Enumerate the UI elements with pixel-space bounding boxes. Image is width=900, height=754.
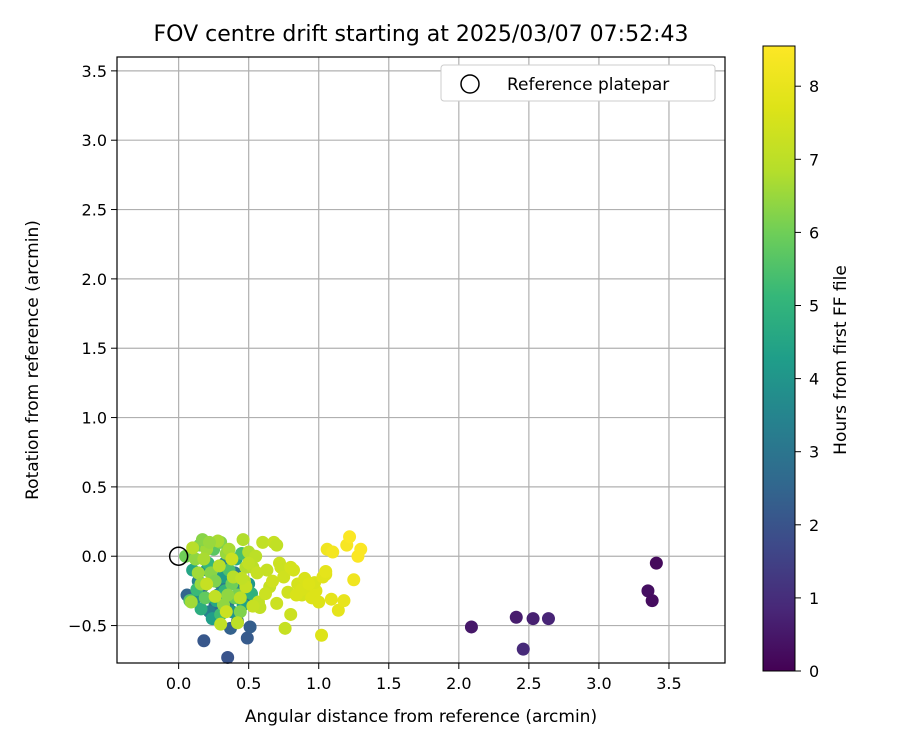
scatter-point: [641, 584, 655, 598]
colorbar-tick-label: 0: [809, 662, 819, 681]
x-tick-label: 3.0: [586, 674, 611, 693]
scatter-point: [270, 538, 284, 552]
scatter-point: [194, 602, 208, 616]
scatter-point: [278, 621, 292, 635]
scatter-point: [326, 545, 340, 559]
colorbar-tick-label: 3: [809, 443, 819, 462]
scatter-point: [312, 595, 326, 609]
scatter-point: [250, 566, 264, 580]
scatter-point: [212, 559, 226, 573]
scatter-point: [284, 607, 298, 621]
scatter-point: [260, 563, 274, 577]
axis-ticks: 0.0 0.5 1.0 1.5 2.0 2.5 3.0 3.5 −0.5 0.0 0.5 1.0 1.5…: [68, 62, 682, 693]
y-tick-label: 2.0: [82, 270, 107, 289]
scatter-point: [337, 594, 351, 608]
y-tick-label: 3.0: [82, 131, 107, 150]
legend-label: Reference platepar: [507, 75, 669, 95]
scatter-point: [184, 595, 198, 609]
scatter-point: [302, 577, 316, 591]
legend-box: [440, 64, 716, 102]
y-axis-label: Rotation from reference (arcmin): [23, 220, 43, 500]
x-tick-label: 2.5: [516, 674, 541, 693]
scatter-point: [202, 535, 216, 549]
legend: Reference platepar: [440, 64, 716, 102]
x-tick-label: 0.5: [236, 674, 261, 693]
scatter-point: [219, 605, 233, 619]
reference-platepar-marker: [168, 546, 189, 566]
scatter-point: [354, 542, 368, 556]
scatter-point: [284, 560, 298, 574]
x-tick-label: 2.0: [446, 674, 471, 693]
scatter-point: [198, 591, 212, 605]
scatter-point: [221, 588, 235, 602]
x-tick-label: 3.5: [656, 674, 681, 693]
y-tick-label: 1.5: [82, 339, 107, 358]
scatter-point: [526, 612, 540, 626]
y-tick-label: 0.5: [82, 478, 107, 497]
plot-area: 0.0 0.5 1.0 1.5 2.0 2.5 3.0 3.5 −0.5 0.0 0.5 1.0 1.5…: [68, 56, 726, 693]
scatter-point: [233, 605, 247, 619]
scatter-point: [277, 570, 291, 584]
colorbar-label: Hours from first FF file: [831, 265, 851, 455]
colorbar-tick-label: 4: [809, 370, 819, 389]
colorbar-tick-label: 6: [809, 223, 819, 242]
y-tick-label: −0.5: [68, 617, 107, 636]
scatter-point: [214, 617, 228, 631]
x-axis-label: Angular distance from reference (arcmin): [245, 707, 597, 727]
y-tick-label: 3.5: [82, 62, 107, 81]
scatter-point: [324, 592, 338, 606]
scatter-point: [315, 628, 329, 642]
y-tick-label: 1.0: [82, 409, 107, 428]
scatter-point: [246, 599, 260, 613]
colorbar-tick-label: 5: [809, 297, 819, 316]
colorbar-ticks: 0 1 2 3 4 5 6 7 8: [795, 77, 819, 681]
scatter-point: [270, 596, 284, 610]
scatter-point: [289, 588, 303, 602]
scatter-point: [197, 634, 211, 648]
colorbar: 0 1 2 3 4 5 6 7 8 Hours from first FF file: [762, 45, 851, 681]
legend-reference-marker: [460, 74, 480, 94]
scatter-point: [242, 556, 256, 570]
y-tick-label: 0.0: [82, 547, 107, 566]
y-tick-label: 2.5: [82, 201, 107, 220]
scatter-point: [645, 594, 659, 608]
scatter-point: [516, 642, 530, 656]
colorbar-tick-label: 8: [809, 77, 819, 96]
colorbar-tick-label: 2: [809, 516, 819, 535]
x-tick-label: 1.5: [376, 674, 401, 693]
scatter-point: [240, 631, 254, 645]
scatter-point: [191, 566, 205, 580]
x-tick-label: 0.0: [166, 674, 191, 693]
colorbar-gradient: [762, 45, 796, 672]
scatter-point: [230, 616, 244, 630]
scatter-point: [200, 577, 214, 591]
chart-title: FOV centre drift starting at 2025/03/07 …: [154, 22, 689, 47]
scatter-point: [186, 541, 200, 555]
scatter-point: [343, 530, 357, 544]
scatter-point: [233, 591, 247, 605]
plot-frame: [116, 56, 726, 664]
scatter-point: [266, 574, 280, 588]
x-tick-label: 1.0: [306, 674, 331, 693]
scatter-point: [243, 620, 257, 634]
scatter-point: [347, 573, 361, 587]
colorbar-tick-label: 7: [809, 150, 819, 169]
scatter-point: [331, 603, 345, 617]
scatter-point: [541, 612, 555, 626]
scatter-point: [235, 571, 249, 585]
scatter-point: [258, 587, 272, 601]
scatter-point: [221, 650, 235, 664]
scatter-point: [256, 535, 270, 549]
scatter-point: [464, 620, 478, 634]
scatter-point: [319, 564, 333, 578]
scatter-point: [509, 610, 523, 624]
data-points: [168, 530, 663, 664]
scatter-point: [225, 552, 239, 566]
scatter-point: [208, 589, 222, 603]
scatter-point: [649, 556, 663, 570]
colorbar-tick-label: 1: [809, 589, 819, 608]
scatter-point: [236, 533, 250, 547]
scatter-point: [197, 552, 211, 566]
